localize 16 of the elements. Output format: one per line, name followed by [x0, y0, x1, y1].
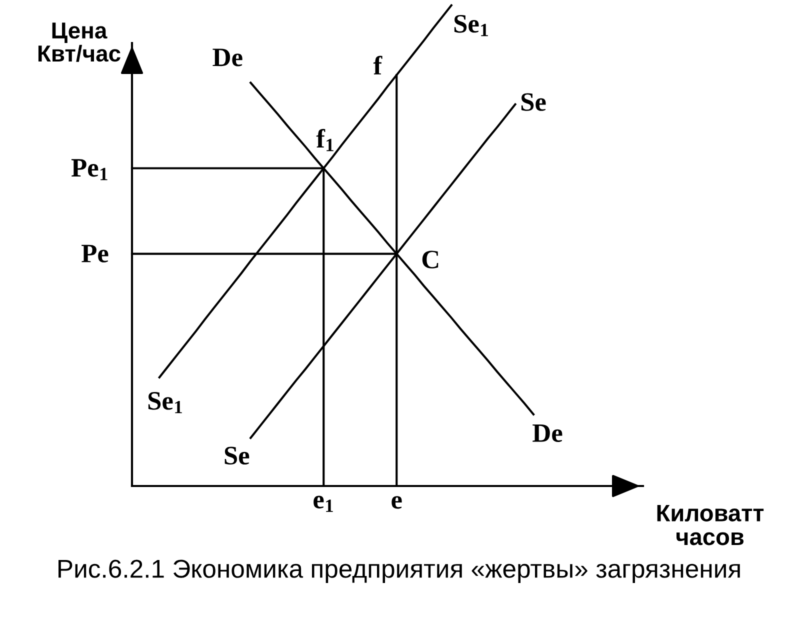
annotation: f — [373, 56, 382, 74]
y-axis-title: Цена Квт/час — [38, 22, 120, 62]
annotation: C — [422, 250, 438, 268]
text: Se — [224, 446, 250, 465]
text: De — [212, 48, 242, 66]
annotation: f$_{1}$ — [316, 128, 334, 152]
text: Se$_{1}$ — [148, 392, 182, 414]
series-label: De — [532, 424, 562, 442]
text: Рис.6.2.1 Экономика предприятия «жертвы» загрязнения — [58, 560, 740, 583]
x-tick-label: e — [392, 496, 402, 509]
series-label: Se — [521, 93, 546, 111]
x-tick-label: e$_{1}$ — [314, 496, 333, 512]
series-label: Pe — [82, 244, 108, 262]
series-label: Pe$_{1}$ — [71, 159, 108, 180]
text: Киловатт часов — [657, 505, 764, 546]
series-label: Se$_{1}$ — [454, 14, 488, 36]
